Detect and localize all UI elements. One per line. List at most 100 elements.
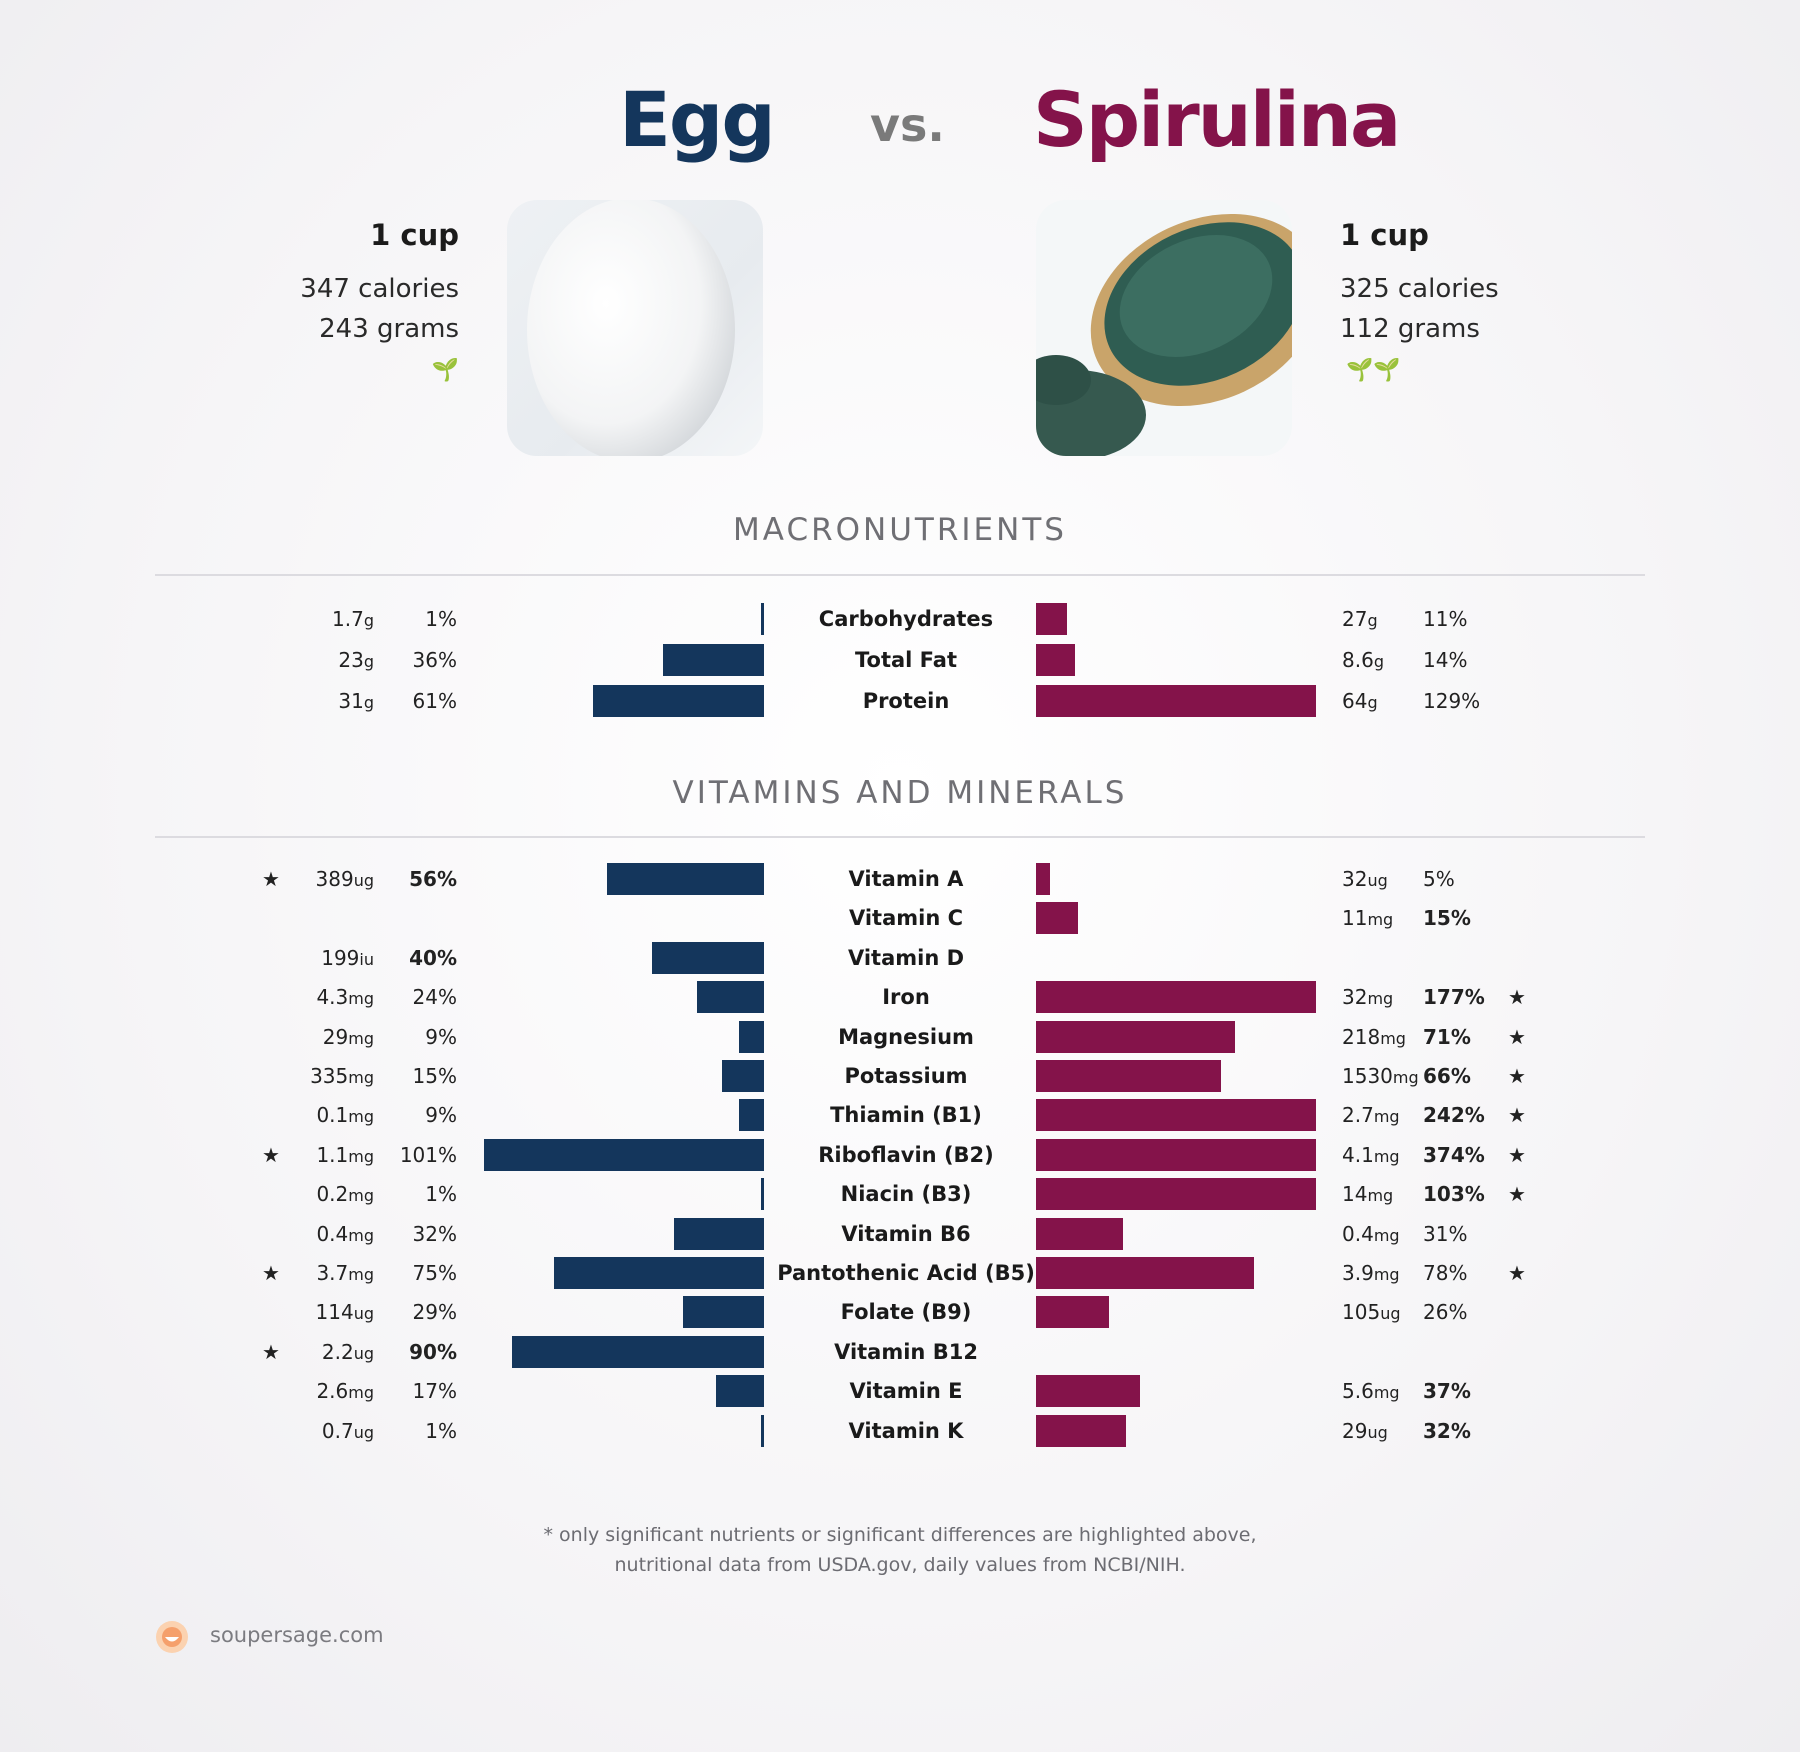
right-amount-value: 14 — [1342, 1182, 1368, 1207]
left-percent: 32% — [412, 1221, 457, 1246]
nutrient-label: Vitamin B6 — [841, 1221, 971, 1246]
right-percent: 5% — [1423, 867, 1455, 891]
right-percent: 26% — [1423, 1300, 1468, 1325]
left-amount-value: 389 — [315, 867, 354, 891]
right-amount: 4.1mg — [1342, 1139, 1400, 1173]
right-amount-value: 27 — [1342, 607, 1368, 631]
right-bar — [1036, 1060, 1221, 1092]
nutrient-label: Vitamin E — [849, 1379, 963, 1404]
left-percent: 24% — [412, 985, 457, 1010]
right-amount-unit: mg — [1392, 1068, 1419, 1087]
right-amount: 105ug — [1342, 1296, 1400, 1330]
left-percent: 75% — [412, 1261, 457, 1285]
right-amount-value: 29 — [1342, 1418, 1368, 1443]
right-amount: 64g — [1342, 685, 1378, 719]
left-amount-value: 3.7 — [316, 1261, 349, 1285]
right-star-icon: ★ — [1508, 1182, 1526, 1207]
right-percent: 37% — [1423, 1379, 1471, 1404]
footnote-line-2: nutritional data from USDA.gov, daily va… — [614, 1554, 1186, 1576]
right-amount-unit: g — [1373, 652, 1384, 671]
right-amount-value: 64 — [1342, 689, 1368, 713]
versus-label: vs. — [870, 98, 945, 152]
right-amount-value: 4.1 — [1342, 1142, 1374, 1167]
nutrient-label: Vitamin C — [848, 906, 964, 931]
right-bar — [1036, 1178, 1316, 1211]
left-bar — [593, 685, 764, 717]
left-amount-unit: ug — [353, 1304, 374, 1324]
right-bar — [1036, 1138, 1316, 1171]
nutrient-label: Carbohydrates — [818, 607, 994, 631]
right-amount-unit: mg — [1380, 1028, 1406, 1048]
nutrient-row-vitamin-b12: Vitamin B12 ★ 2.2ug 90% — [0, 1335, 1800, 1368]
left-amount: 23g — [234, 644, 374, 678]
right-percent: 15% — [1423, 906, 1471, 931]
nutrient-row-vitamin-e: Vitamin E 2.6mg 17% 5.6mg 37% — [0, 1375, 1800, 1408]
left-amount-unit: ug — [353, 871, 374, 890]
right-amount: 32mg — [1342, 981, 1393, 1015]
right-percent: 78% — [1423, 1261, 1468, 1285]
right-amount-unit: mg — [1373, 1383, 1400, 1403]
right-bar — [1036, 1020, 1235, 1053]
nutrient-row-folate-b9: Folate (B9) 114ug 29% 105ug 26% — [0, 1296, 1800, 1330]
right-star-icon: ★ — [1508, 985, 1526, 1010]
right-amount-unit: mg — [1373, 1265, 1400, 1284]
left-bar — [554, 1257, 764, 1289]
right-star-icon: ★ — [1508, 1142, 1526, 1167]
left-percent: 90% — [409, 1339, 457, 1364]
left-amount-unit: iu — [359, 949, 374, 969]
nutrient-label: Pantothenic Acid (B5) — [777, 1261, 1035, 1285]
right-grams: 112 grams — [1340, 314, 1480, 344]
left-amount: 1.7g — [234, 603, 374, 637]
brand-logo-icon — [155, 1620, 189, 1654]
right-amount: 0.4mg — [1342, 1218, 1400, 1252]
left-bar — [607, 863, 764, 895]
spirulina-image — [1036, 200, 1292, 456]
left-amount-value: 0.7 — [321, 1418, 354, 1443]
left-percent: 1% — [425, 607, 457, 631]
left-amount: 1.1mg — [234, 1139, 374, 1173]
right-percent: 71% — [1423, 1024, 1471, 1049]
left-amount-value: 199 — [321, 945, 360, 970]
left-amount-unit: ug — [353, 1343, 374, 1363]
right-bar — [1036, 981, 1316, 1014]
left-sprout-icon: 🌱 — [431, 358, 459, 383]
left-percent: 9% — [425, 1024, 457, 1049]
left-amount: 29mg — [234, 1021, 374, 1055]
left-amount: 31g — [234, 685, 374, 719]
left-percent: 29% — [412, 1300, 457, 1325]
left-bar — [761, 1178, 764, 1211]
nutrient-row-potassium: Potassium 335mg 15% 1530mg 66% ★ — [0, 1060, 1800, 1092]
left-bar — [512, 1335, 764, 1368]
right-percent: 129% — [1423, 689, 1481, 713]
left-food-title: Egg — [619, 75, 776, 164]
right-amount-unit: g — [1367, 611, 1378, 630]
left-amount: 0.2mg — [234, 1178, 374, 1212]
right-bar — [1036, 603, 1067, 635]
nutrient-row-vitamin-k: Vitamin K 0.7ug 1% 29ug 32% — [0, 1414, 1800, 1449]
nutrient-row-riboflavin-b2: Riboflavin (B2) ★ 1.1mg 101% 4.1mg 374% ★ — [0, 1138, 1800, 1173]
left-amount-unit: g — [363, 652, 374, 671]
right-percent: 32% — [1423, 1418, 1471, 1443]
left-percent: 1% — [425, 1418, 457, 1443]
right-bar — [1036, 1099, 1316, 1132]
left-bar — [738, 1099, 764, 1132]
left-bar — [484, 1138, 764, 1171]
right-amount: 11mg — [1342, 902, 1393, 936]
right-bar — [1036, 1257, 1255, 1289]
left-amount-unit: mg — [348, 1186, 374, 1206]
left-amount-value: 0.4 — [316, 1221, 349, 1246]
right-bar — [1036, 902, 1078, 935]
left-amount-value: 2.2 — [321, 1339, 354, 1364]
left-amount: 0.1mg — [234, 1099, 374, 1133]
left-amount-value: 1.7 — [332, 607, 364, 631]
right-star-icon: ★ — [1508, 1024, 1526, 1049]
left-amount-value: 29 — [322, 1024, 349, 1049]
right-amount-unit: mg — [1367, 1186, 1394, 1206]
left-amount-unit: mg — [348, 989, 374, 1009]
right-amount: 29ug — [1342, 1415, 1388, 1449]
left-amount-unit: mg — [348, 1146, 374, 1166]
brand-link[interactable]: soupersage.com — [210, 1623, 384, 1647]
left-percent: 9% — [425, 1103, 457, 1128]
nutrient-row-vitamin-d: Vitamin D 199iu 40% — [0, 941, 1800, 974]
left-amount-value: 0.2 — [316, 1182, 349, 1207]
